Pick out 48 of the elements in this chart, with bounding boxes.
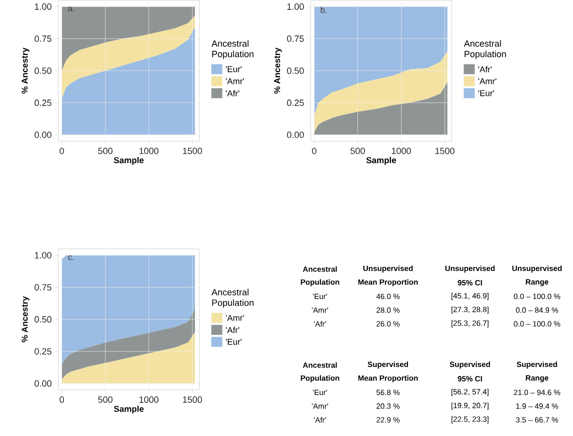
legend-title: Ancestral Population	[212, 40, 254, 59]
y-axis-title: % Ancestry	[274, 48, 282, 94]
y-tick-label: 0.00	[34, 132, 52, 138]
y-tick-label: 0.75	[34, 35, 52, 42]
x-tick-label: 1000	[140, 396, 158, 403]
legend-label: 'Amr'	[226, 78, 244, 84]
legend-label: 'Eur'	[478, 90, 494, 96]
y-tick-label: 0.50	[287, 68, 304, 74]
legend-label: 'Eur'	[226, 66, 242, 72]
legend-label: 'Afr'	[226, 326, 240, 333]
y-axis-title: % Ancestry	[22, 296, 30, 342]
legend-title: Ancestral Population	[212, 288, 254, 308]
legend-title: Ancestral Population	[464, 40, 506, 59]
x-tick-label: 500	[350, 148, 365, 154]
y-tick-label: 0.75	[287, 35, 304, 42]
y-tick-label: 0.50	[34, 68, 52, 74]
annotation: b.	[320, 6, 327, 13]
x-tick-label: 1000	[392, 148, 411, 154]
legend-label: 'Amr'	[226, 314, 244, 321]
y-tick-label: 0.25	[287, 100, 304, 106]
x-tick-label: 1500	[183, 396, 202, 403]
x-tick-label: 500	[98, 148, 112, 154]
y-tick-label: 1.00	[34, 252, 52, 258]
legend-label: 'Amr'	[478, 78, 496, 84]
x-tick-label: 0	[60, 148, 64, 154]
legend-label: 'Afr'	[226, 90, 240, 96]
y-axis-title: % Ancestry	[22, 48, 30, 94]
x-tick-label: 1500	[183, 148, 202, 154]
x-tick-label: 0	[312, 148, 316, 154]
y-tick-label: 0.00	[287, 132, 304, 138]
x-axis-title: Sample	[114, 156, 144, 165]
x-tick-label: 1000	[140, 148, 158, 154]
y-tick-label: 0.75	[34, 284, 52, 291]
x-tick-label: 0	[60, 396, 64, 403]
legend-label: 'Afr'	[478, 66, 492, 72]
y-tick-label: 0.25	[34, 100, 52, 106]
y-tick-label: 1.00	[34, 3, 52, 10]
y-tick-label: 0.00	[34, 380, 52, 387]
y-tick-label: 1.00	[287, 3, 304, 10]
legend-label: 'Eur'	[226, 338, 242, 345]
x-tick-label: 1500	[435, 148, 454, 154]
annotation: c.	[68, 255, 74, 260]
x-axis-title: Sample	[114, 406, 144, 414]
x-tick-label: 500	[98, 396, 112, 403]
y-tick-label: 0.25	[34, 348, 52, 355]
y-tick-label: 0.50	[34, 316, 52, 323]
annotation: a.	[68, 6, 74, 12]
x-axis-title: Sample	[366, 156, 396, 165]
